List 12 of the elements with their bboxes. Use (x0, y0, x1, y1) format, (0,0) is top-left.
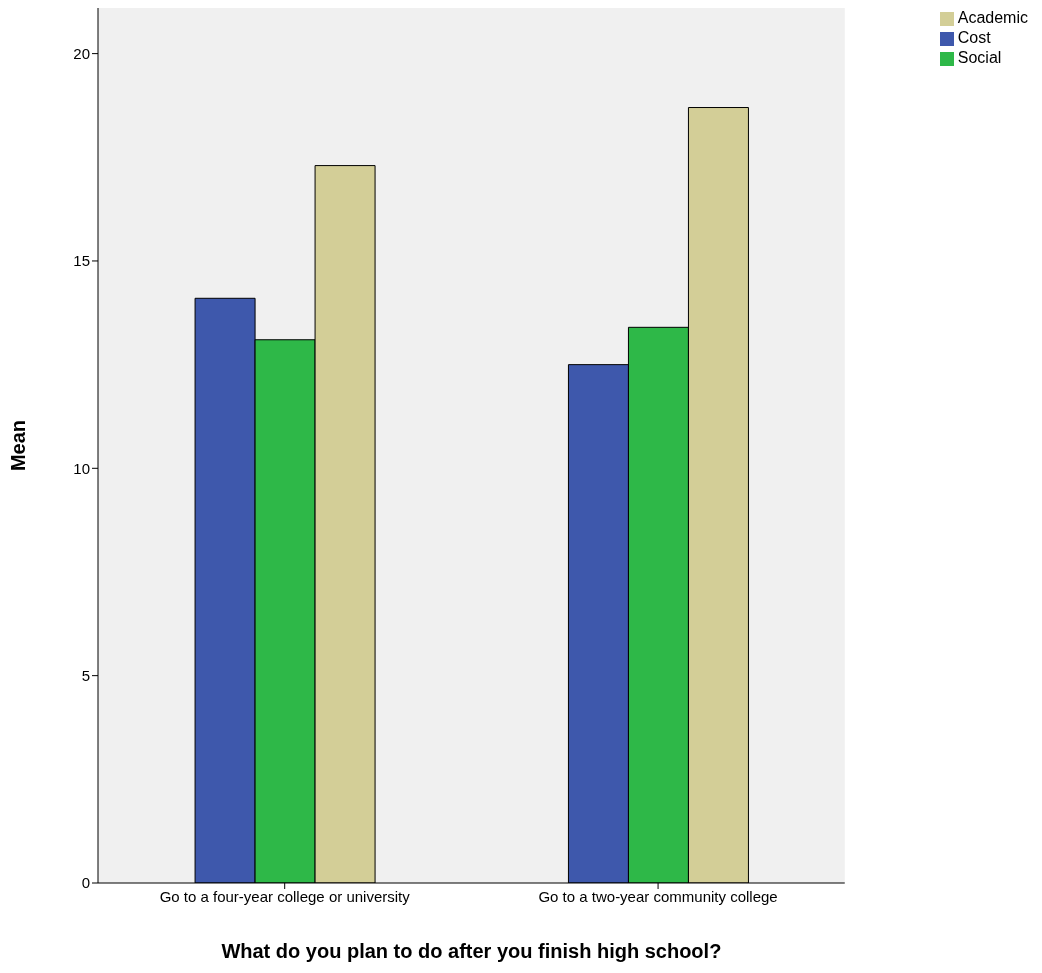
legend-label: Cost (957, 29, 991, 46)
x-tick-label: Go to a two-year community college (538, 887, 778, 905)
y-tick-label: 15 (73, 252, 90, 270)
legend-label: Social (957, 49, 1002, 66)
x-tick-label: Go to a four-year college or university (159, 887, 411, 905)
x-axis-title: What do you plan to do after you finish high school? (221, 940, 722, 962)
y-tick-label: 5 (81, 666, 90, 684)
y-axis-title: Mean (7, 419, 30, 472)
y-tick-label: 0 (81, 874, 90, 892)
legend-label: Academic (957, 9, 1028, 26)
y-tick-label: 10 (73, 459, 90, 477)
y-tick-label: 20 (73, 44, 90, 62)
